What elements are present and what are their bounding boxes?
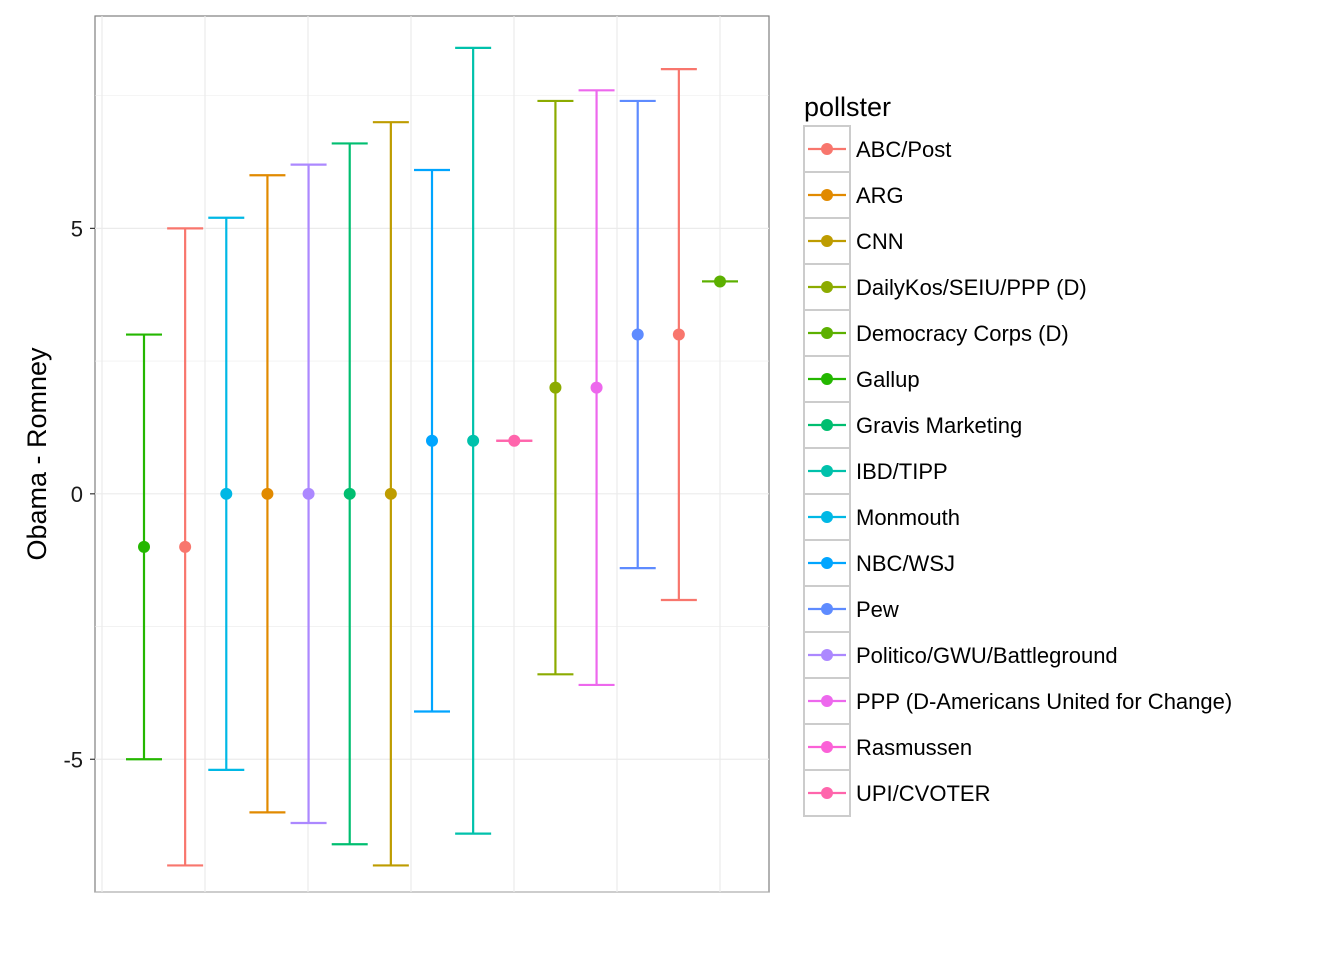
errorbar-pew bbox=[619, 99, 656, 570]
y-tick-label: 0 bbox=[71, 482, 83, 507]
errorbar-nbc-wsj bbox=[414, 168, 450, 713]
legend-item: IBD/TIPP bbox=[803, 447, 948, 495]
legend-label: Gallup bbox=[856, 367, 920, 392]
data-point bbox=[220, 487, 233, 500]
legend-item: Monmouth bbox=[803, 493, 960, 541]
errorbar-dailykos-seiu-ppp-d- bbox=[537, 99, 574, 676]
data-point bbox=[426, 434, 438, 447]
legend-label: Gravis Marketing bbox=[856, 413, 1022, 438]
legend-key-point bbox=[821, 695, 833, 707]
data-point bbox=[179, 540, 192, 553]
legend-label: ABC/Post bbox=[856, 137, 951, 162]
legend-key-point bbox=[821, 327, 833, 339]
legend-item: ABC/Post bbox=[803, 125, 951, 173]
legend-label: IBD/TIPP bbox=[856, 459, 948, 484]
legend-key-point bbox=[821, 281, 833, 293]
y-tick-label: -5 bbox=[63, 747, 83, 772]
legend-item: ARG bbox=[803, 171, 904, 219]
legend-label: Rasmussen bbox=[856, 735, 972, 760]
data-point bbox=[508, 434, 521, 447]
legend-label: Democracy Corps (D) bbox=[856, 321, 1069, 346]
legend-item: NBC/WSJ bbox=[803, 539, 955, 587]
legend-item: Pew bbox=[803, 585, 899, 633]
errorbar-gallup bbox=[126, 333, 162, 761]
errorbar-gravis-marketing bbox=[331, 142, 368, 846]
errorbar-politico-gwu-battleground bbox=[290, 163, 327, 825]
legend-key-point bbox=[821, 235, 833, 247]
legend-title: pollster bbox=[804, 92, 891, 122]
legend-key-point bbox=[821, 741, 833, 753]
data-point bbox=[138, 540, 150, 553]
data-point bbox=[467, 434, 480, 447]
legend-key-point bbox=[821, 373, 833, 385]
data-point bbox=[590, 381, 603, 394]
legend-label: Politico/GWU/Battleground bbox=[856, 643, 1118, 668]
y-axis-title: Obama - Romney bbox=[22, 347, 52, 561]
legend-label: NBC/WSJ bbox=[856, 551, 955, 576]
errorbar-cnn bbox=[372, 121, 409, 867]
legend-label: ARG bbox=[856, 183, 904, 208]
data-point bbox=[302, 487, 315, 500]
errorbar-ppp-d-americans-united-for-change- bbox=[578, 89, 615, 687]
legend-key-point bbox=[821, 603, 833, 615]
legend-item: PPP (D-Americans United for Change) bbox=[803, 677, 1232, 725]
data-point bbox=[672, 328, 685, 341]
legend-item: CNN bbox=[803, 217, 904, 265]
errorbar-ibd-tipp bbox=[455, 46, 492, 835]
y-axis-ticks: -5 0 5 bbox=[63, 216, 95, 772]
legend-key-point bbox=[821, 511, 833, 523]
legend-item: Politico/GWU/Battleground bbox=[803, 631, 1118, 679]
legend-label: PPP (D-Americans United for Change) bbox=[856, 689, 1232, 714]
legend: pollster ABC/Post ARG CNN DailyKos/SEIU/PPP… bbox=[803, 92, 1232, 817]
errorbar-abc-post bbox=[660, 67, 697, 602]
legend-label: CNN bbox=[856, 229, 904, 254]
legend-label: DailyKos/SEIU/PPP (D) bbox=[856, 275, 1087, 300]
data-point bbox=[549, 381, 562, 394]
legend-item: Gallup bbox=[803, 355, 920, 403]
legend-item: Gravis Marketing bbox=[803, 401, 1022, 449]
legend-key-point bbox=[821, 189, 833, 201]
legend-item: Rasmussen bbox=[803, 723, 972, 771]
data-point bbox=[714, 275, 726, 288]
data-point bbox=[343, 487, 356, 500]
errorbar-arg bbox=[249, 174, 286, 814]
data-point bbox=[261, 487, 274, 500]
errorbar-democracy-corps-d- bbox=[702, 275, 738, 288]
y-tick-label: 5 bbox=[71, 216, 83, 241]
legend-label: Monmouth bbox=[856, 505, 960, 530]
data-point bbox=[384, 487, 397, 500]
data-point bbox=[631, 328, 644, 341]
legend-key-point bbox=[821, 465, 833, 477]
errorbar-monmouth bbox=[208, 216, 245, 771]
legend-key-point bbox=[821, 557, 833, 569]
legend-label: UPI/CVOTER bbox=[856, 781, 990, 806]
legend-key-point bbox=[821, 649, 833, 661]
errorbar-upi-cvoter bbox=[496, 434, 533, 447]
legend-key-point bbox=[821, 419, 833, 431]
legend-label: Pew bbox=[856, 597, 899, 622]
legend-key-point bbox=[821, 143, 833, 155]
legend-item: DailyKos/SEIU/PPP (D) bbox=[803, 263, 1087, 311]
legend-key-point bbox=[821, 787, 833, 799]
legend-item: Democracy Corps (D) bbox=[803, 309, 1069, 357]
legend-item: UPI/CVOTER bbox=[803, 769, 990, 817]
error-bars bbox=[126, 46, 738, 867]
errorbar-rasmussen bbox=[167, 227, 204, 867]
